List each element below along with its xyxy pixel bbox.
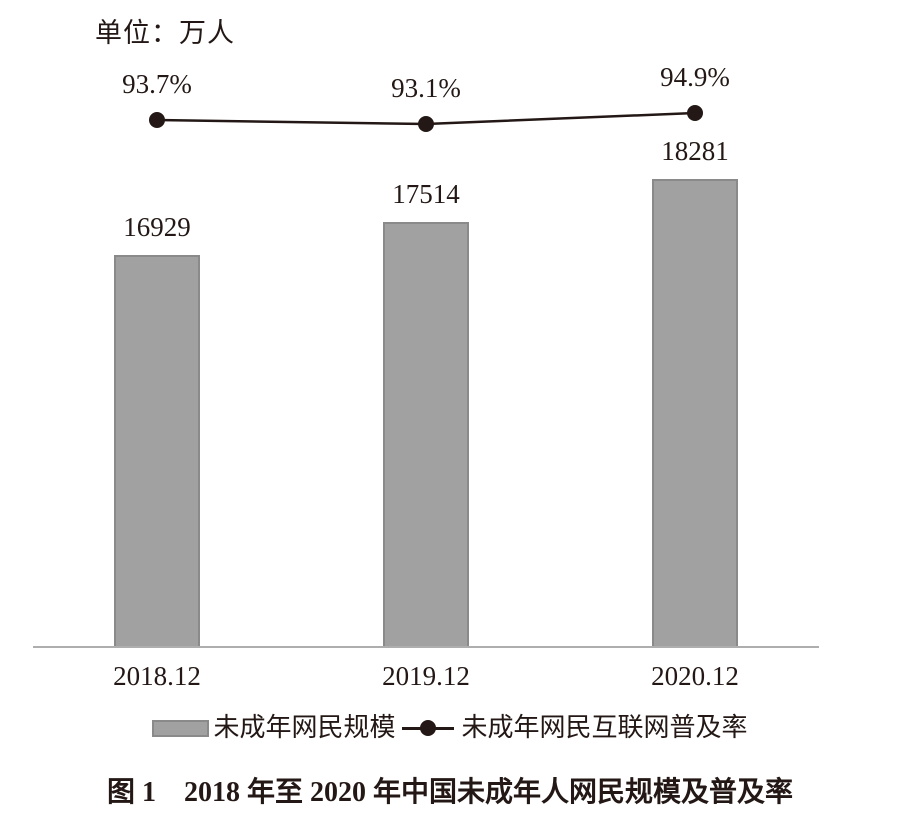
bar (114, 255, 200, 648)
line-point-label: 94.9% (660, 62, 730, 92)
line-point-label: 93.1% (391, 73, 461, 103)
bar-swatch-icon (152, 719, 210, 737)
figure-caption: 图 1 2018 年至 2020 年中国未成年人网民规模及普及率 (106, 777, 793, 808)
bar (383, 222, 469, 648)
line-dot-icon (401, 720, 454, 736)
legend-line-label: 未成年网民互联网普及率 (461, 713, 748, 742)
x-axis-label: 2018.12 (113, 661, 201, 691)
line-point-label: 93.7% (122, 69, 192, 99)
legend: 未成年网民规模 未成年网民互联网普及率 (0, 712, 900, 744)
bar (652, 179, 738, 648)
x-axis-label: 2019.12 (382, 661, 470, 691)
legend-item-bar: 未成年网民规模 (152, 712, 396, 744)
bar-value-label: 18281 (661, 136, 729, 166)
unit-label: 单位：万人 (95, 18, 235, 48)
x-axis-line (33, 646, 819, 648)
bar-value-label: 17514 (392, 179, 460, 209)
x-axis-label: 2020.12 (651, 661, 739, 691)
bar-value-label: 16929 (123, 212, 191, 242)
legend-item-line: 未成年网民互联网普及率 (401, 712, 748, 744)
legend-bar-label: 未成年网民规模 (213, 713, 396, 742)
